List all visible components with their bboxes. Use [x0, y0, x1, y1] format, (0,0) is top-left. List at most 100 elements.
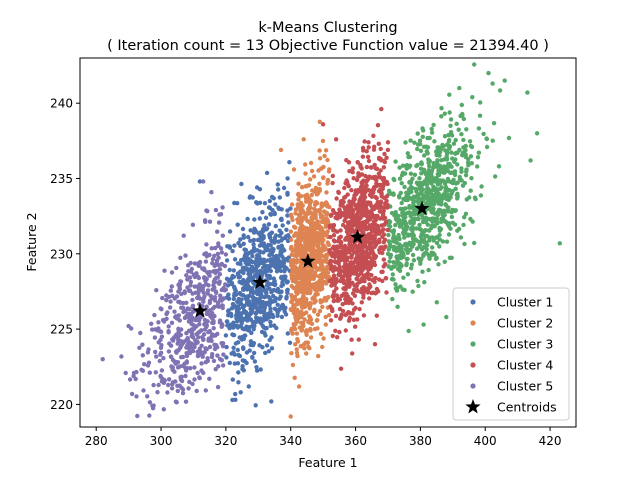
- data-point: [264, 170, 270, 176]
- data-point: [369, 175, 374, 180]
- legend-item: Cluster 1: [470, 295, 553, 310]
- data-point: [254, 315, 259, 320]
- data-point: [267, 252, 272, 258]
- data-point: [352, 249, 357, 255]
- data-point: [236, 296, 241, 302]
- data-point: [412, 140, 417, 145]
- data-point: [378, 187, 383, 192]
- data-point: [345, 278, 350, 283]
- data-point: [428, 200, 433, 205]
- data-point: [378, 199, 384, 204]
- data-point: [155, 390, 160, 395]
- data-point: [235, 222, 240, 227]
- data-point: [304, 297, 309, 302]
- data-point: [455, 162, 460, 167]
- data-point: [452, 208, 458, 214]
- data-point: [484, 144, 490, 150]
- data-point: [209, 246, 214, 251]
- data-point: [348, 227, 353, 233]
- data-point: [472, 62, 477, 67]
- data-point: [147, 413, 152, 418]
- data-point: [212, 298, 218, 303]
- data-point: [293, 297, 298, 302]
- data-point: [350, 211, 355, 216]
- data-point: [298, 214, 303, 219]
- data-point: [176, 327, 181, 332]
- data-point: [399, 263, 404, 268]
- data-point: [218, 246, 224, 251]
- data-point: [242, 310, 247, 315]
- data-point: [379, 106, 384, 112]
- data-point: [227, 229, 233, 234]
- data-point: [404, 163, 409, 169]
- data-point: [190, 303, 196, 308]
- data-point: [307, 314, 312, 319]
- data-point: [349, 188, 354, 193]
- data-point: [353, 324, 358, 329]
- data-point: [415, 146, 420, 152]
- chart-title: k-Means Clustering: [258, 20, 397, 36]
- data-point: [416, 195, 422, 201]
- data-point: [275, 302, 280, 307]
- data-point: [158, 373, 163, 379]
- data-point: [211, 333, 217, 338]
- data-point: [461, 137, 466, 143]
- data-point: [249, 249, 255, 254]
- data-point: [267, 198, 272, 204]
- data-point: [408, 138, 413, 143]
- data-point: [139, 367, 144, 372]
- data-point: [302, 215, 307, 220]
- data-point: [395, 213, 400, 219]
- data-point: [330, 276, 335, 282]
- data-point: [365, 188, 371, 193]
- data-point: [276, 205, 281, 210]
- data-point: [323, 314, 328, 320]
- data-point: [324, 202, 329, 208]
- data-point: [440, 239, 446, 244]
- data-point: [266, 302, 272, 308]
- data-point: [441, 164, 447, 169]
- data-point: [318, 225, 323, 230]
- data-point: [254, 365, 259, 370]
- data-point: [257, 216, 262, 221]
- data-point: [371, 255, 376, 260]
- data-point: [372, 144, 377, 149]
- data-point: [168, 299, 173, 304]
- data-point: [320, 122, 326, 127]
- data-point: [261, 250, 266, 255]
- y-tick-label: 230: [50, 247, 73, 261]
- data-point: [400, 163, 406, 168]
- data-point: [168, 288, 173, 293]
- data-point: [317, 181, 322, 186]
- data-point: [175, 360, 181, 365]
- data-point: [178, 255, 183, 260]
- legend-item: Cluster 3: [470, 337, 553, 352]
- data-point: [247, 275, 252, 280]
- data-point: [252, 226, 257, 231]
- data-point: [177, 345, 183, 351]
- data-point: [338, 366, 344, 371]
- data-point: [247, 348, 252, 353]
- data-point: [362, 139, 367, 144]
- data-point: [358, 252, 363, 257]
- data-point: [388, 252, 394, 258]
- data-point: [311, 249, 316, 255]
- data-point: [401, 226, 406, 231]
- x-tick-label: 340: [279, 434, 302, 448]
- data-point: [302, 278, 307, 283]
- data-point: [292, 312, 298, 317]
- data-point: [352, 196, 357, 202]
- data-point: [272, 323, 277, 328]
- data-point: [255, 201, 260, 206]
- data-point: [166, 324, 171, 329]
- data-point: [481, 131, 486, 137]
- data-point: [197, 346, 202, 351]
- data-point: [254, 368, 260, 373]
- data-point: [376, 141, 381, 146]
- data-point: [201, 337, 206, 342]
- data-point: [298, 289, 303, 294]
- data-point: [457, 147, 462, 153]
- data-point: [169, 270, 175, 275]
- data-point: [160, 317, 166, 323]
- data-point: [341, 222, 346, 228]
